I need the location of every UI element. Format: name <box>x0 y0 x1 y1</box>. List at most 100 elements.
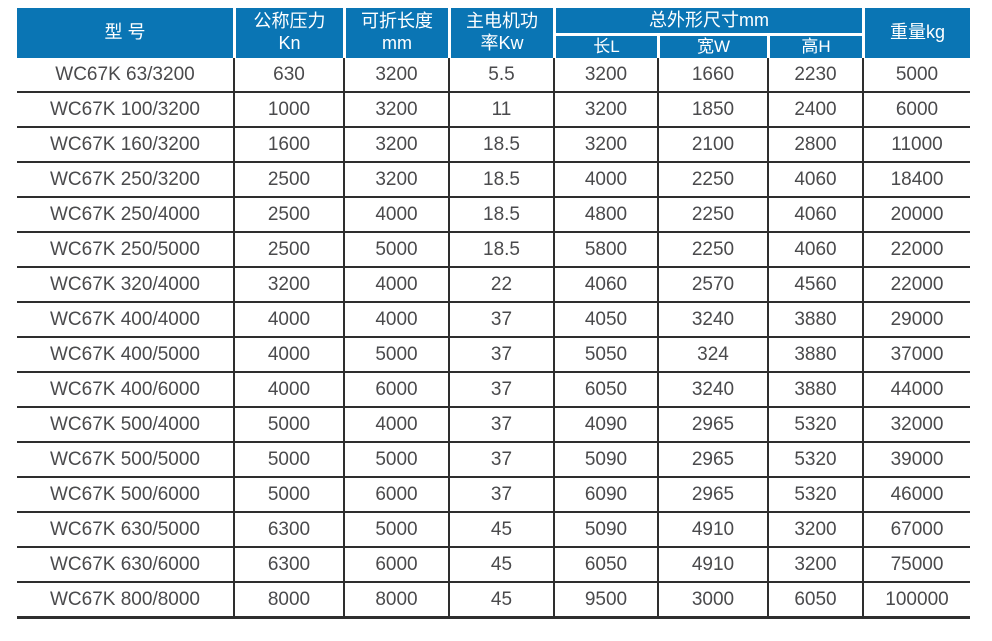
table-cell: 4060 <box>553 268 657 303</box>
table-cell: 5000 <box>343 443 448 478</box>
table-cell: 6000 <box>343 373 448 408</box>
table-cell: 18.5 <box>448 163 553 198</box>
table-cell: 44000 <box>862 373 970 408</box>
table-cell: 2500 <box>233 233 343 268</box>
table-cell: 3200 <box>767 548 862 583</box>
table-cell: 5000 <box>862 58 970 93</box>
table-cell: 2965 <box>657 408 767 443</box>
spec-table: 型 号 公称压力 Kn 可折长度 mm 主电机功 率Kw 总外形尺寸mm 重量k… <box>17 8 970 619</box>
table-cell: 324 <box>657 338 767 373</box>
table-cell: 18.5 <box>448 128 553 163</box>
table-row: WC67K 63/3200 630 3200 5.5 3200 1660 2230 5000 <box>17 58 970 93</box>
column-header-length-l: 长L <box>553 36 657 58</box>
table-cell: 5000 <box>343 513 448 548</box>
column-header-motor-power: 主电机功 率Kw <box>448 8 553 58</box>
table-cell: 6000 <box>343 478 448 513</box>
table-cell: 2800 <box>767 128 862 163</box>
model-cell: WC67K 800/8000 <box>17 583 233 619</box>
table-cell: 630 <box>233 58 343 93</box>
model-cell: WC67K 160/3200 <box>17 128 233 163</box>
model-cell: WC67K 630/5000 <box>17 513 233 548</box>
table-cell: 5000 <box>343 338 448 373</box>
table-cell: 18400 <box>862 163 970 198</box>
model-cell: WC67K 500/5000 <box>17 443 233 478</box>
table-cell: 18.5 <box>448 198 553 233</box>
table-cell: 67000 <box>862 513 970 548</box>
table-cell: 6050 <box>553 548 657 583</box>
table-cell: 32000 <box>862 408 970 443</box>
table-cell: 5000 <box>233 408 343 443</box>
spec-table-body: WC67K 63/3200 630 3200 5.5 3200 1660 2230 5000 W… <box>17 58 970 619</box>
table-cell: 1000 <box>233 93 343 128</box>
column-header-weight: 重量kg <box>862 8 970 58</box>
spec-table-header: 型 号 公称压力 Kn 可折长度 mm 主电机功 率Kw 总外形尺寸mm 重量k… <box>17 8 970 58</box>
table-cell: 11 <box>448 93 553 128</box>
table-cell: 20000 <box>862 198 970 233</box>
spec-table-container: 型 号 公称压力 Kn 可折长度 mm 主电机功 率Kw 总外形尺寸mm 重量k… <box>17 8 970 619</box>
table-cell: 45 <box>448 583 553 619</box>
table-row: WC67K 400/6000 4000 6000 37 6050 3240 3880 4400… <box>17 373 970 408</box>
table-cell: 4060 <box>767 163 862 198</box>
model-cell: WC67K 400/4000 <box>17 303 233 338</box>
model-cell: WC67K 63/3200 <box>17 58 233 93</box>
table-cell: 37 <box>448 303 553 338</box>
table-cell: 5090 <box>553 513 657 548</box>
model-cell: WC67K 630/6000 <box>17 548 233 583</box>
table-cell: 18.5 <box>448 233 553 268</box>
table-cell: 22000 <box>862 233 970 268</box>
model-cell: WC67K 250/5000 <box>17 233 233 268</box>
table-cell: 4000 <box>343 408 448 443</box>
model-cell: WC67K 250/4000 <box>17 198 233 233</box>
column-header-pressure: 公称压力 Kn <box>233 8 343 58</box>
table-cell: 4800 <box>553 198 657 233</box>
table-cell: 3880 <box>767 338 862 373</box>
table-cell: 3200 <box>767 513 862 548</box>
table-cell: 5320 <box>767 443 862 478</box>
table-cell: 5.5 <box>448 58 553 93</box>
table-cell: 5000 <box>343 233 448 268</box>
table-cell: 6090 <box>553 478 657 513</box>
table-cell: 3200 <box>553 93 657 128</box>
table-cell: 3200 <box>343 163 448 198</box>
table-cell: 8000 <box>343 583 448 619</box>
table-cell: 4560 <box>767 268 862 303</box>
table-row: WC67K 500/4000 5000 4000 37 4090 2965 5320 3200… <box>17 408 970 443</box>
table-cell: 4910 <box>657 548 767 583</box>
table-cell: 2500 <box>233 198 343 233</box>
table-cell: 4000 <box>343 198 448 233</box>
model-cell: WC67K 400/6000 <box>17 373 233 408</box>
table-cell: 4000 <box>233 303 343 338</box>
table-row: WC67K 250/5000 2500 5000 18.5 5800 2250 4060 22… <box>17 233 970 268</box>
table-cell: 2230 <box>767 58 862 93</box>
table-cell: 5050 <box>553 338 657 373</box>
table-cell: 3200 <box>233 268 343 303</box>
table-cell: 1600 <box>233 128 343 163</box>
table-cell: 37 <box>448 408 553 443</box>
table-cell: 37 <box>448 373 553 408</box>
model-cell: WC67K 320/4000 <box>17 268 233 303</box>
table-cell: 11000 <box>862 128 970 163</box>
table-row: WC67K 160/3200 1600 3200 18.5 3200 2100 2800 11… <box>17 128 970 163</box>
table-cell: 75000 <box>862 548 970 583</box>
table-cell: 4000 <box>343 303 448 338</box>
table-cell: 22000 <box>862 268 970 303</box>
table-cell: 2500 <box>233 163 343 198</box>
header-row-top: 型 号 公称压力 Kn 可折长度 mm 主电机功 率Kw 总外形尺寸mm 重量k… <box>17 8 970 58</box>
table-cell: 9500 <box>553 583 657 619</box>
table-cell: 5320 <box>767 408 862 443</box>
table-cell: 2250 <box>657 163 767 198</box>
model-cell: WC67K 500/6000 <box>17 478 233 513</box>
model-cell: WC67K 500/4000 <box>17 408 233 443</box>
table-cell: 37 <box>448 478 553 513</box>
table-cell: 4090 <box>553 408 657 443</box>
table-cell: 2250 <box>657 198 767 233</box>
table-cell: 4060 <box>767 233 862 268</box>
table-cell: 4000 <box>233 373 343 408</box>
table-row: WC67K 500/5000 5000 5000 37 5090 2965 5320 3900… <box>17 443 970 478</box>
table-cell: 3880 <box>767 373 862 408</box>
column-header-model: 型 号 <box>17 8 233 58</box>
model-cell: WC67K 100/3200 <box>17 93 233 128</box>
table-cell: 8000 <box>233 583 343 619</box>
column-header-height-h: 高H <box>767 36 862 58</box>
table-cell: 2570 <box>657 268 767 303</box>
